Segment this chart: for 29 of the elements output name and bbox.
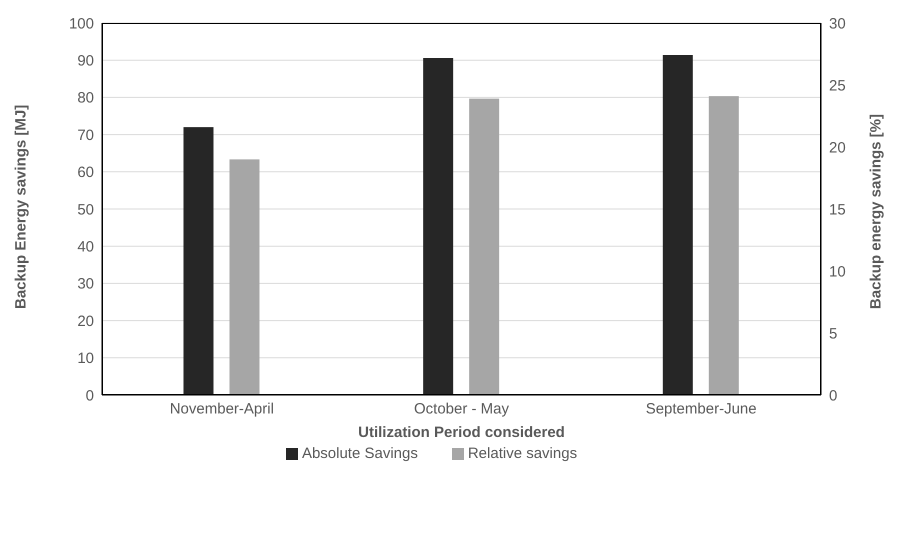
y2-axis-title: Backup energy savings [%] [867,114,884,310]
legend-label: Relative savings [468,445,578,462]
x-tick-label: September-June [646,400,757,418]
y-tick-label: 30 [77,276,94,293]
bar [469,98,500,395]
y-tick-label: 40 [77,238,94,256]
y-tick-label: 100 [68,15,94,32]
x-tick-label: October - May [414,400,510,418]
y-tick-label: 20 [77,312,94,330]
y-tick-label: 50 [77,201,94,218]
bar [229,159,260,395]
y-axis-title: Backup Energy savings [MJ] [12,104,30,309]
y2-tick-label: 5 [829,325,838,342]
y2-tick-label: 30 [829,15,846,32]
legend-label: Absolute Savings [302,445,418,462]
y-tick-label: 70 [77,126,94,144]
y-tick-label: 90 [77,52,94,70]
bar [708,96,739,395]
y-tick-label: 0 [86,387,94,404]
y2-tick-label: 0 [829,387,838,404]
y2-tick-label: 20 [829,139,846,156]
x-axis-title: Utilization Period considered [358,424,565,441]
x-tick-label: November-April [170,400,274,418]
y2-tick-label: 15 [829,201,846,218]
y-tick-label: 60 [77,164,94,182]
y2-tick-label: 25 [829,77,846,94]
y-tick-label: 80 [77,90,94,107]
y-tick-label: 10 [77,350,94,368]
y2-tick-label: 10 [829,263,846,280]
